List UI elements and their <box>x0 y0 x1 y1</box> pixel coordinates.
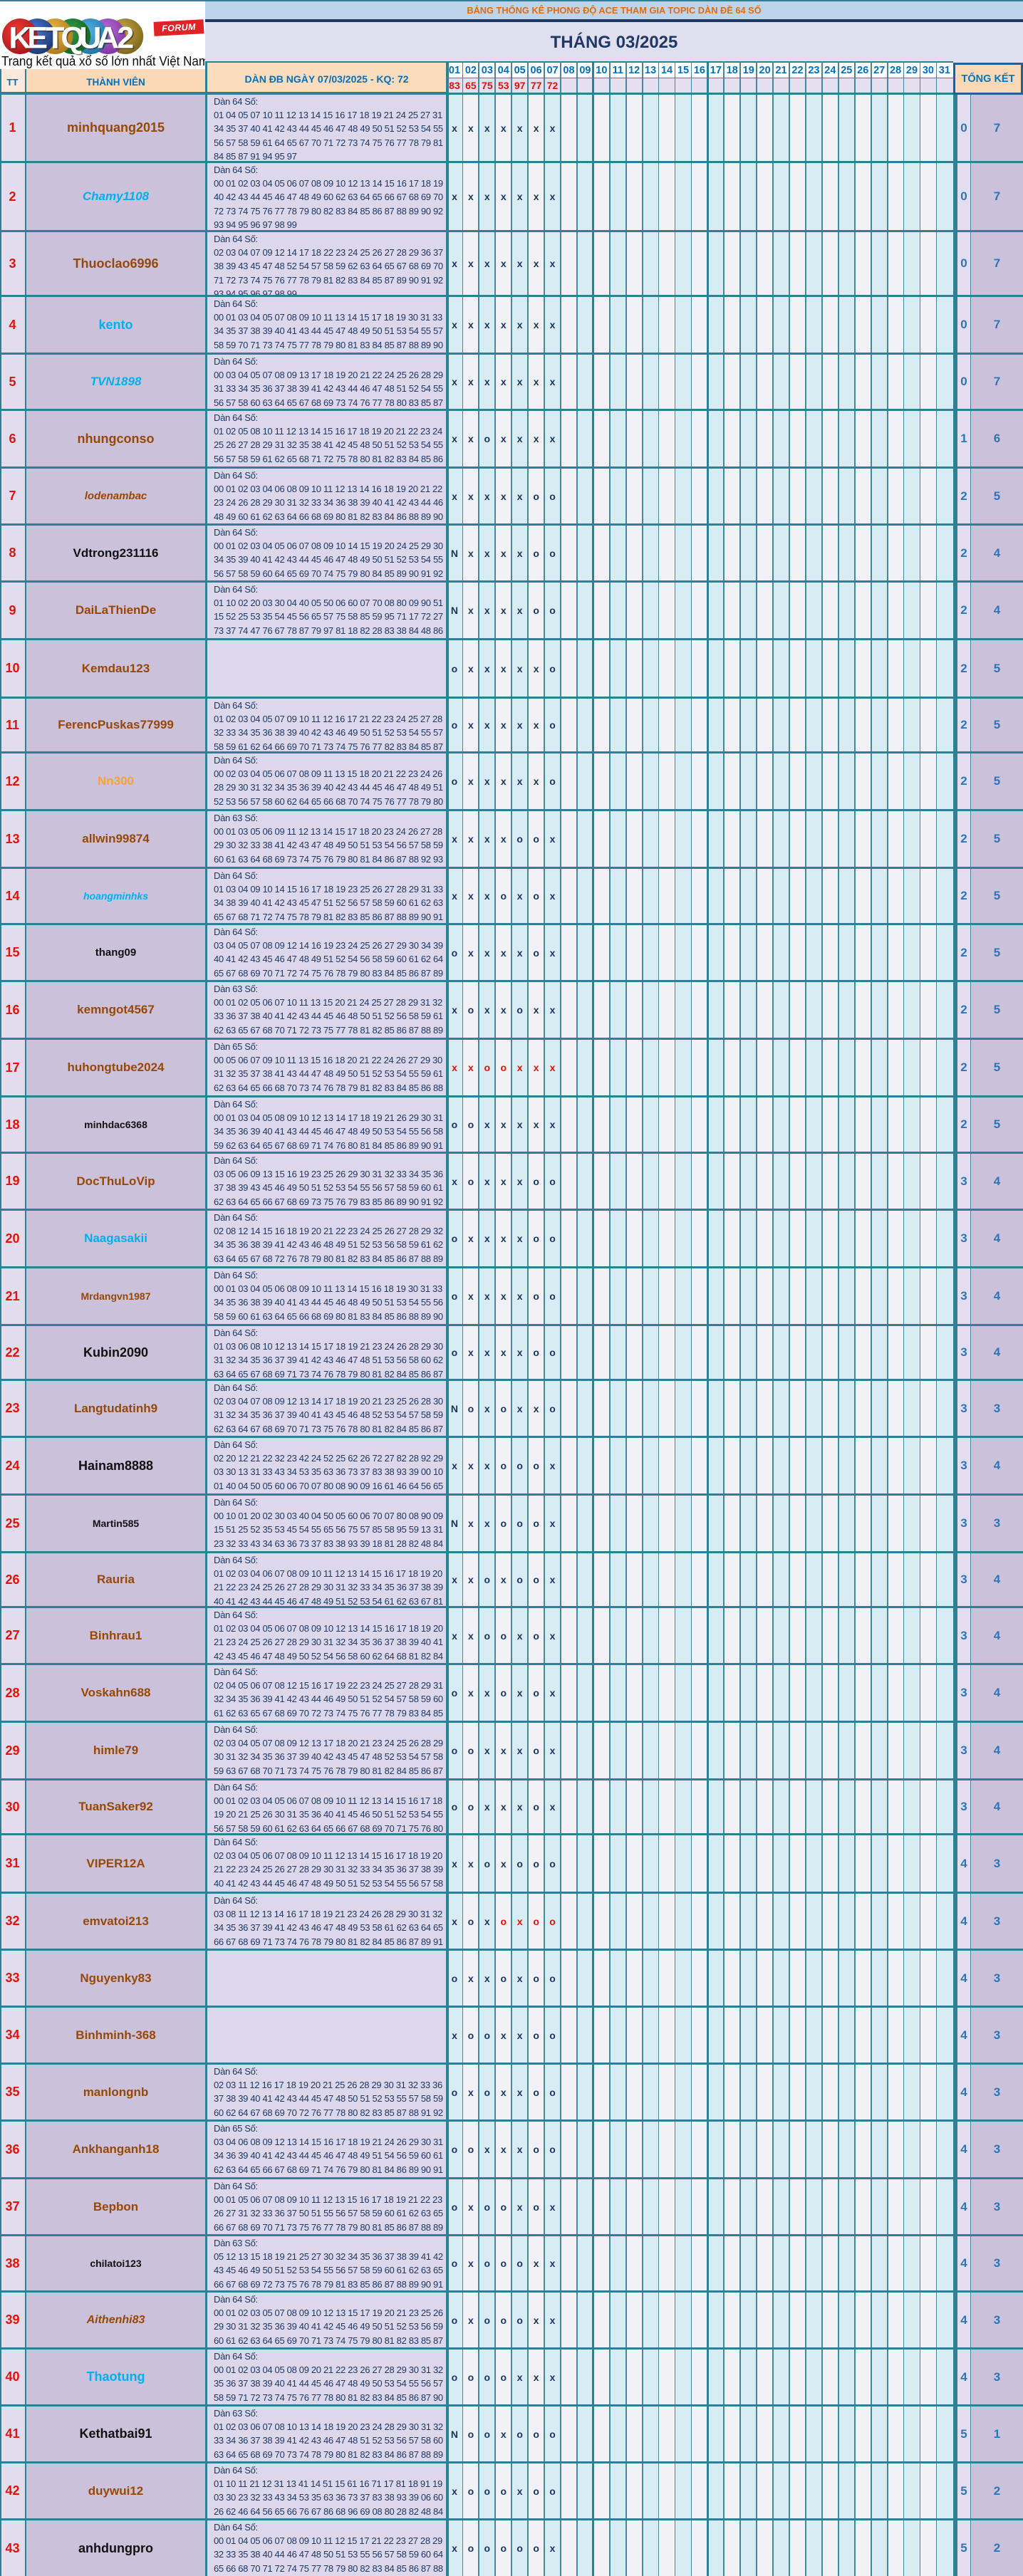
svg-text:Q: Q <box>61 21 84 55</box>
svg-text:T: T <box>47 22 66 56</box>
svg-text:A: A <box>98 22 120 56</box>
svg-text:A: A <box>97 21 119 55</box>
svg-text:T: T <box>46 21 64 55</box>
svg-text:K: K <box>9 21 31 55</box>
svg-text:U: U <box>79 21 101 55</box>
svg-text:Q: Q <box>62 22 85 56</box>
svg-text:U: U <box>81 22 103 56</box>
svg-text:2: 2 <box>118 22 135 56</box>
svg-text:E: E <box>28 22 49 56</box>
svg-text:K: K <box>10 22 32 56</box>
svg-text:2: 2 <box>117 21 134 55</box>
svg-text:E: E <box>27 21 48 55</box>
